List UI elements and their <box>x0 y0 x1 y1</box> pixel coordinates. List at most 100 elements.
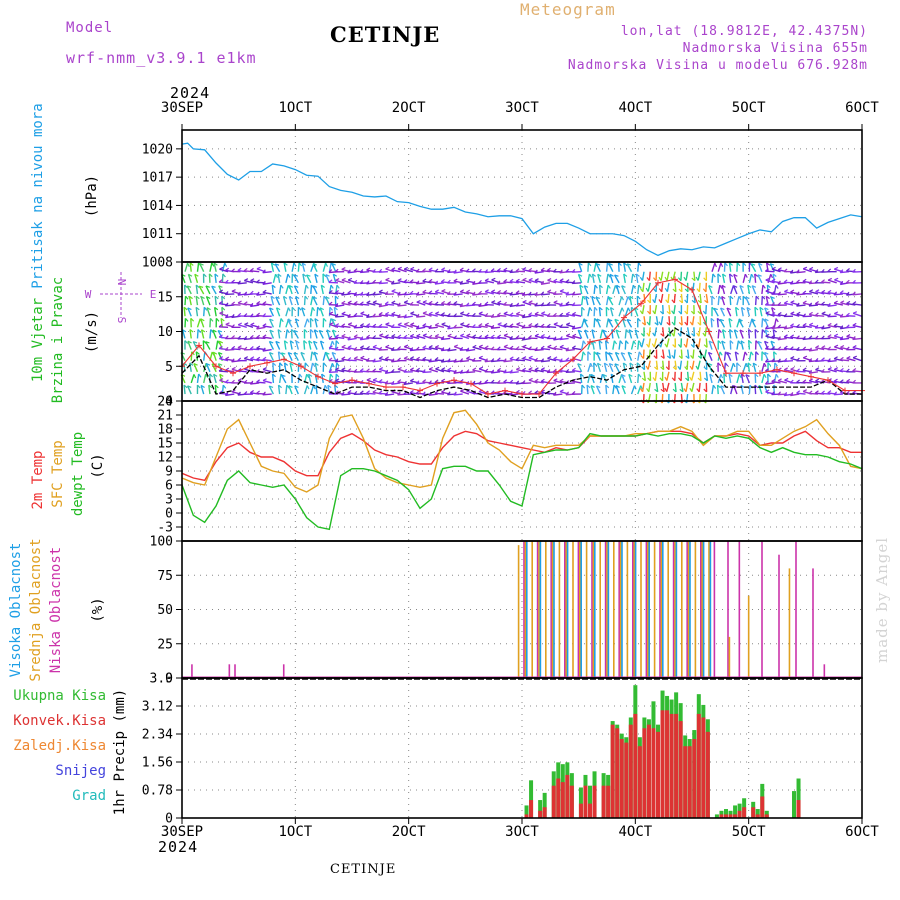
wind-barb <box>730 285 735 295</box>
wind-barb-flag <box>328 301 333 306</box>
wind-barb-flag <box>672 388 677 393</box>
wind-barb-flag <box>697 377 702 382</box>
wind-barb-flag <box>775 373 779 378</box>
wind-barb-flag <box>764 318 769 322</box>
wind-barb-flag <box>718 329 722 334</box>
wind-barb-flag <box>589 307 593 312</box>
wind-barb-flag <box>796 357 800 362</box>
wind-barb-flag <box>199 263 204 266</box>
wind-barb <box>262 368 272 373</box>
wind-barb-flag <box>738 373 742 379</box>
wind-barb <box>717 296 720 306</box>
wind-barb-flag <box>745 363 749 368</box>
wind-barb-flag <box>702 332 706 337</box>
wind-barb-flag <box>653 288 657 293</box>
wind-barb-flag <box>614 363 619 366</box>
wind-barb-flag <box>291 306 296 311</box>
wind-barb <box>618 340 621 350</box>
wind-barb-flag <box>621 385 626 388</box>
wind-barb-flag <box>410 322 415 326</box>
wind-barb-flag <box>613 384 617 389</box>
wind-barb-flag <box>845 324 850 328</box>
wind-barb <box>203 307 206 317</box>
wind-barb-flag <box>331 351 337 355</box>
wind-barb <box>205 285 211 295</box>
wind-barb-flag <box>625 329 630 334</box>
wind-barb-flag <box>269 340 274 344</box>
wind-barb-flag <box>503 301 507 306</box>
wind-barb <box>453 393 463 396</box>
wind-barb <box>692 282 695 292</box>
wind-barb <box>653 338 658 348</box>
wind-barb <box>742 351 746 361</box>
wind-barb-flag <box>441 300 446 305</box>
wind-barb <box>620 374 626 384</box>
wind-barb-flag <box>460 322 465 325</box>
wind-barb-flag <box>616 284 621 288</box>
wind-barb-flag <box>751 318 756 322</box>
precip-total-bar <box>755 809 760 818</box>
y-tick-label: 0 <box>165 395 173 410</box>
wind-barb-flag <box>335 278 340 281</box>
wind-barb <box>195 307 199 317</box>
wind-barb <box>771 313 781 317</box>
wind-barb-flag <box>627 307 631 312</box>
wind-barb-flag <box>453 358 457 363</box>
wind-barb-flag <box>839 313 844 318</box>
wind-barb-flag <box>366 313 370 318</box>
wind-barb <box>218 340 224 350</box>
wind-barb <box>666 371 670 381</box>
wind-barb-flag <box>582 295 586 300</box>
wind-barb-flag <box>416 356 420 360</box>
wind-barb-flag <box>465 302 470 307</box>
wind-barb-flag <box>378 367 384 370</box>
wind-barb-flag <box>497 334 501 338</box>
precip-total-bar <box>714 814 719 818</box>
wind-barb-flag <box>334 390 339 394</box>
wind-barb <box>453 271 463 274</box>
wind-barb-flag <box>534 311 539 315</box>
wind-barb <box>183 385 186 395</box>
wind-barb <box>460 291 470 295</box>
wind-barb-flag <box>397 278 402 282</box>
wind-barb-flag <box>821 268 825 273</box>
wind-barb-flag <box>752 362 758 366</box>
wind-barb-flag <box>471 312 476 317</box>
wind-barb <box>637 351 641 361</box>
wind-barb <box>614 352 620 361</box>
wind-barb-flag <box>789 379 794 384</box>
wind-barb <box>809 290 819 295</box>
wind-barb <box>328 262 332 272</box>
wind-barb <box>572 326 582 330</box>
wind-barb-flag <box>231 379 235 384</box>
wind-barb <box>326 329 331 339</box>
wind-barb-flag <box>319 329 324 333</box>
wind-barb <box>840 271 850 274</box>
wind-barb-flag <box>665 366 670 371</box>
wind-barb-flag <box>737 340 742 345</box>
wind-barb-flag <box>213 262 218 266</box>
wind-barb-flag <box>671 377 676 382</box>
wind-barb-flag <box>660 355 665 359</box>
wind-barb-flag <box>331 318 336 322</box>
wind-barb <box>515 304 526 307</box>
wind-barb-flag <box>298 262 303 267</box>
wind-barb-flag <box>683 388 687 393</box>
wind-barb-flag <box>615 329 620 333</box>
wind-barb <box>637 262 640 272</box>
wind-barb-flag <box>328 357 333 362</box>
wind-barb-flag <box>685 355 690 359</box>
wind-barb-flag <box>250 278 255 282</box>
wind-barb <box>303 318 309 328</box>
wind-barb <box>271 284 275 295</box>
wind-barb-flag <box>459 303 463 307</box>
wind-barb <box>728 318 732 328</box>
wind-barb-flag <box>183 306 188 311</box>
wind-barb-flag <box>409 367 414 371</box>
wind-barb <box>747 284 751 295</box>
wind-barb-flag <box>814 279 819 284</box>
wind-barb <box>637 373 640 383</box>
wind-barb <box>268 307 275 317</box>
wind-barb-flag <box>336 362 340 367</box>
wind-barb-flag <box>757 274 762 277</box>
